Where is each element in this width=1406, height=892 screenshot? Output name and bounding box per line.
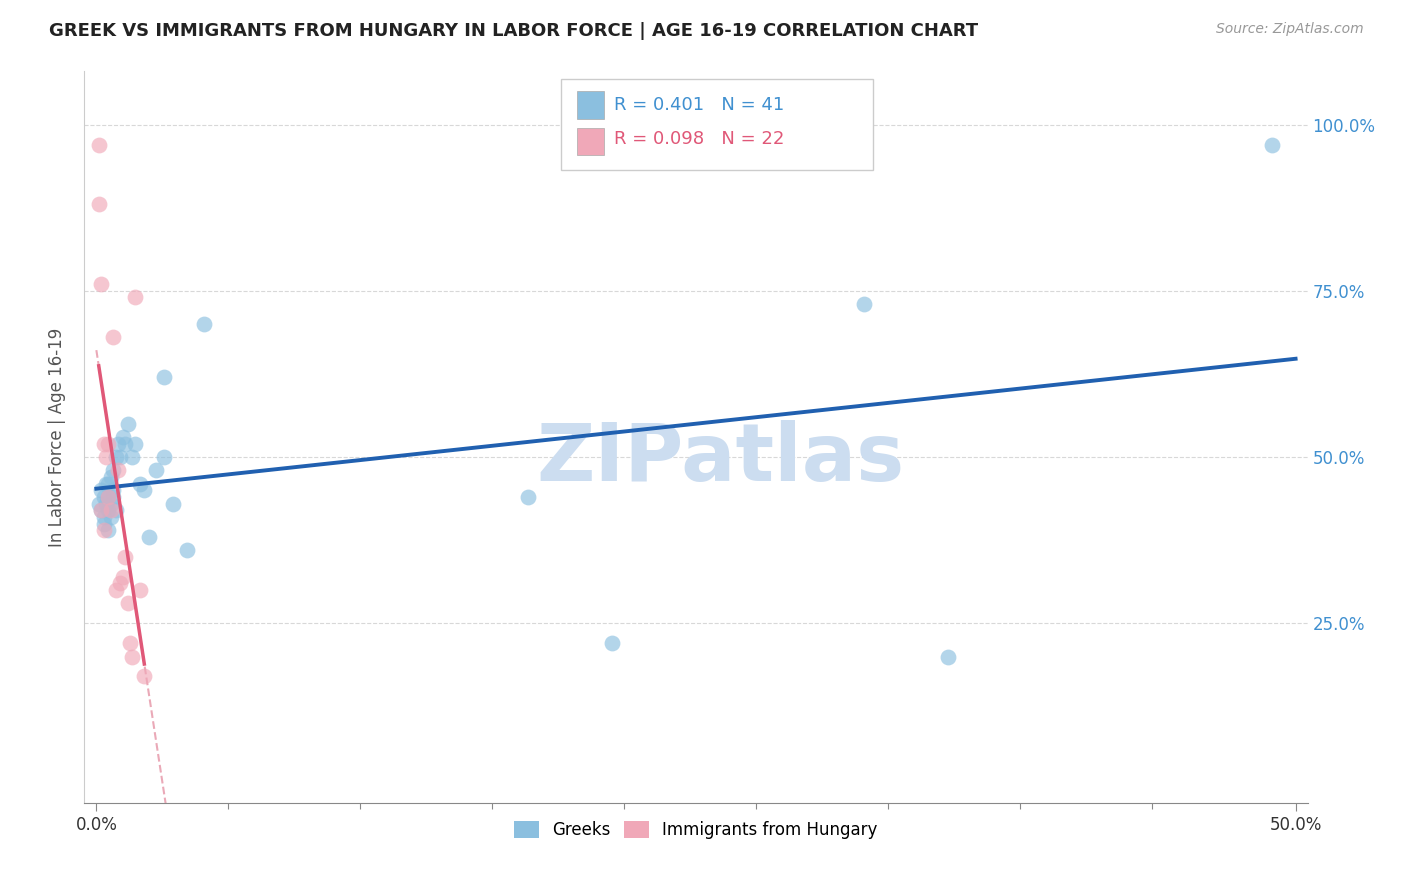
Point (124, 436, 146, 450)
Point (162, 497, 184, 511)
Point (110, 450, 132, 464)
Point (101, 483, 124, 498)
Point (107, 436, 129, 450)
Point (118, 636, 141, 650)
Point (121, 450, 143, 464)
Point (114, 549, 136, 564)
Point (90, 483, 112, 498)
FancyBboxPatch shape (561, 78, 873, 170)
Point (93, 490, 115, 504)
Point (94, 450, 117, 464)
Point (1260, 137, 1282, 152)
Point (128, 476, 150, 491)
Point (117, 417, 139, 431)
Point (87, 197, 110, 211)
Point (138, 530, 160, 544)
Bar (578, 91, 605, 119)
Text: GREEK VS IMMIGRANTS FROM HUNGARY IN LABOR FORCE | AGE 16-19 CORRELATION CHART: GREEK VS IMMIGRANTS FROM HUNGARY IN LABO… (49, 22, 979, 40)
Point (100, 503, 122, 517)
Bar (578, 128, 605, 155)
Point (128, 582, 150, 597)
Point (93, 509, 115, 524)
Point (110, 576, 132, 591)
Text: R = 0.401   N = 41: R = 0.401 N = 41 (614, 96, 785, 114)
Legend: Greeks, Immigrants from Hungary: Greeks, Immigrants from Hungary (508, 814, 884, 846)
Point (87, 137, 110, 152)
Point (104, 503, 127, 517)
Point (101, 463, 124, 477)
Point (97, 523, 120, 537)
Point (152, 370, 174, 384)
Point (90, 503, 112, 517)
Point (100, 497, 122, 511)
Point (90, 503, 112, 517)
Point (134, 669, 156, 683)
Point (101, 330, 124, 344)
Point (111, 430, 134, 444)
Point (104, 450, 127, 464)
Point (97, 503, 120, 517)
Point (87, 497, 110, 511)
Y-axis label: In Labor Force | Age 16-19: In Labor Force | Age 16-19 (48, 327, 66, 547)
Point (94, 476, 117, 491)
Point (852, 297, 875, 311)
Point (134, 483, 156, 498)
Point (936, 649, 959, 664)
Point (101, 490, 124, 504)
Point (600, 636, 623, 650)
Point (100, 470, 122, 484)
Text: Source: ZipAtlas.com: Source: ZipAtlas.com (1216, 22, 1364, 37)
Point (517, 490, 540, 504)
Point (97, 476, 120, 491)
Point (90, 277, 112, 292)
Point (94, 497, 117, 511)
Point (152, 450, 174, 464)
Point (124, 290, 146, 304)
Point (117, 596, 139, 610)
Point (104, 582, 127, 597)
Point (193, 317, 215, 331)
Point (97, 490, 120, 504)
Point (111, 570, 134, 584)
Point (114, 436, 136, 450)
Point (93, 516, 115, 531)
Point (176, 543, 198, 558)
Point (121, 649, 143, 664)
Text: R = 0.098   N = 22: R = 0.098 N = 22 (614, 130, 785, 148)
Point (93, 523, 115, 537)
Point (97, 490, 120, 504)
Point (100, 509, 122, 524)
Point (145, 463, 167, 477)
Point (93, 436, 115, 450)
Text: ZIPatlas: ZIPatlas (536, 420, 904, 498)
Point (97, 436, 120, 450)
Point (107, 463, 129, 477)
